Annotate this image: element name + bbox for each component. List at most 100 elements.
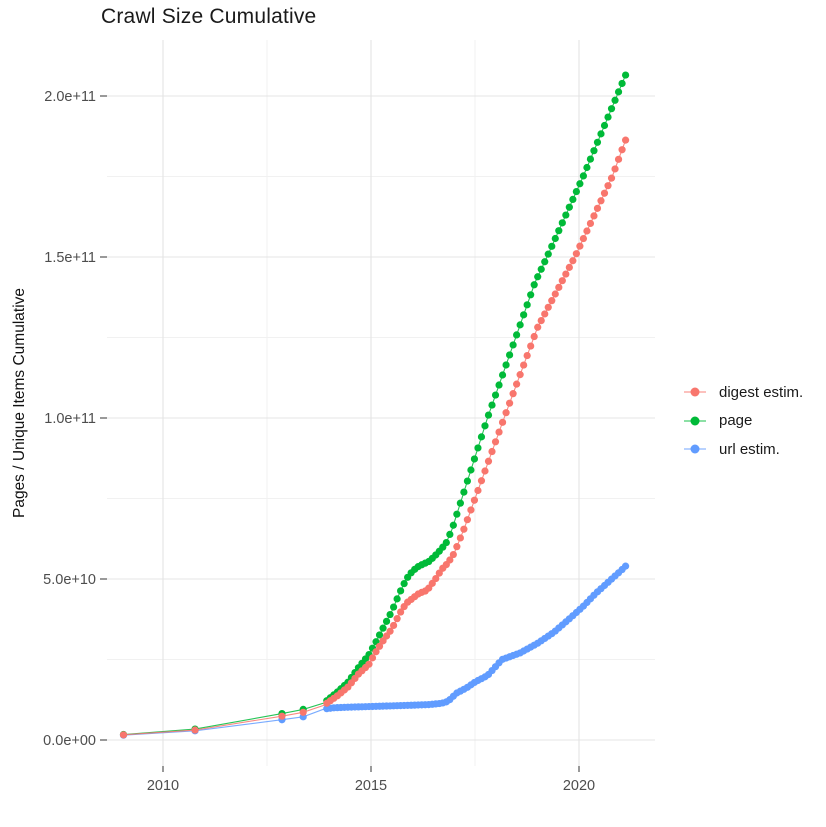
legend-item-page: page [683,407,803,436]
data-point-page [555,227,563,235]
data-point-page [600,121,609,130]
data-point-page [467,466,475,474]
data-point-digest-estim [397,608,405,616]
data-point-page [551,234,559,243]
data-point-page [400,579,408,588]
data-point-digest-estim [191,726,199,734]
data-point-page [544,250,552,258]
data-point-digest-estim [513,380,521,388]
data-point-digest-estim [435,569,443,577]
data-point-page [583,163,591,172]
data-point-page [520,311,528,319]
data-point-page [456,499,464,507]
data-point-page [463,477,472,485]
data-point-digest-estim [368,654,377,662]
data-point-page [474,444,482,452]
data-point-page [513,331,521,339]
data-point-digest-estim [453,543,461,551]
data-point-page [579,172,588,180]
data-point-page [389,603,398,611]
data-point-page [537,265,545,273]
data-point-url-estim [323,705,331,713]
data-point-digest-estim [611,165,619,173]
data-point-page [558,219,566,227]
data-point-digest-estim [562,270,570,278]
data-point-digest-estim [467,506,475,514]
data-point-digest-estim [502,409,510,417]
data-point-digest-estim [520,361,528,369]
data-point-digest-estim [481,467,489,475]
data-point-page [449,521,457,529]
data-point-digest-estim [590,212,598,220]
data-point-digest-estim [586,219,595,228]
data-point-digest-estim [509,390,517,398]
data-point-digest-estim [278,712,286,720]
legend: digest estim. page url estim. [683,378,803,464]
data-point-page [562,211,570,219]
data-point-page [604,113,612,121]
data-point-page [534,273,542,281]
data-point-page [590,147,598,155]
data-point-digest-estim [470,496,479,504]
legend-label: digest estim. [719,383,804,401]
data-point-page [379,624,387,632]
data-point-page [548,242,556,250]
data-point-page [502,361,510,369]
data-point-digest-estim [565,263,573,271]
data-point-digest-estim [484,457,493,465]
y-tick-label: 5.0e+10 [43,572,96,588]
legend-item-url-estim: url estim. [683,435,803,464]
data-point-page [498,371,507,379]
data-point-page [523,301,531,309]
data-point-digest-estim [572,250,580,258]
data-point-page [618,79,626,88]
data-point-digest-estim [597,197,605,205]
data-point-page [393,595,401,603]
data-point-page [386,610,394,619]
x-tick-label: 2015 [355,778,387,794]
data-point-digest-estim [530,332,538,341]
data-point-page [382,617,391,625]
data-point-page [484,411,493,419]
data-point-digest-estim [400,602,408,611]
data-point-page [446,530,454,539]
data-point-page [541,258,549,266]
data-point-page [611,96,619,104]
data-point-page [530,281,538,289]
data-point-digest-estim [498,418,507,426]
data-point-digest-estim [449,550,457,559]
data-point-digest-estim [576,242,584,250]
data-point-digest-estim [593,204,602,212]
data-point-page [565,203,573,211]
data-point-digest-estim [379,637,387,645]
data-point-digest-estim [375,642,384,650]
data-point-digest-estim [579,234,588,243]
data-point-digest-estim [527,342,535,350]
y-tick-label: 2.0e+11 [44,89,96,105]
data-point-digest-estim [544,303,552,311]
data-point-digest-estim [474,486,482,495]
data-point-digest-estim [600,189,609,197]
data-point-page [576,180,584,188]
data-point-digest-estim [460,525,468,533]
data-point-digest-estim [491,438,500,446]
data-point-page [495,381,503,389]
data-point-digest-estim [548,297,556,305]
data-point-digest-estim [537,316,545,325]
data-point-page [614,88,623,96]
data-point-digest-estim [614,155,623,163]
y-tick-label: 1.0e+11 [44,411,96,427]
data-point-digest-estim [477,477,486,485]
data-point-digest-estim [323,699,331,707]
y-tick-label: 0.0e+00 [43,733,96,749]
data-point-page [481,422,489,430]
legend-label: url estim. [719,440,780,458]
data-point-digest-estim [569,257,577,265]
data-point-page [488,401,496,409]
data-point-digest-estim [372,648,380,656]
legend-marker-digest-icon [683,387,707,397]
data-point-page [505,351,514,359]
data-point-digest-estim [558,277,566,285]
data-point-digest-estim [621,136,630,144]
